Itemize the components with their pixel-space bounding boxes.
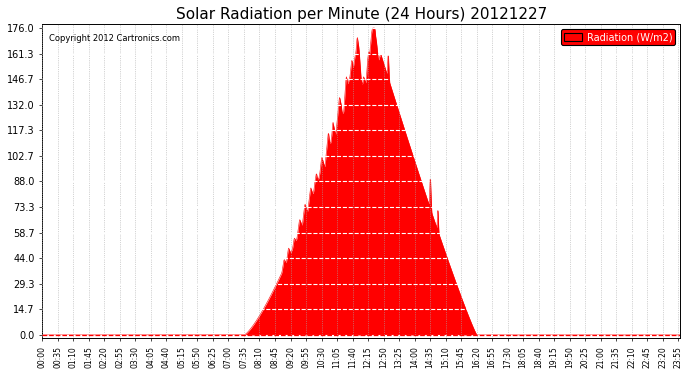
Title: Solar Radiation per Minute (24 Hours) 20121227: Solar Radiation per Minute (24 Hours) 20… [175,7,546,22]
Legend: Radiation (W/m2): Radiation (W/m2) [562,29,676,45]
Text: Copyright 2012 Cartronics.com: Copyright 2012 Cartronics.com [49,34,179,43]
